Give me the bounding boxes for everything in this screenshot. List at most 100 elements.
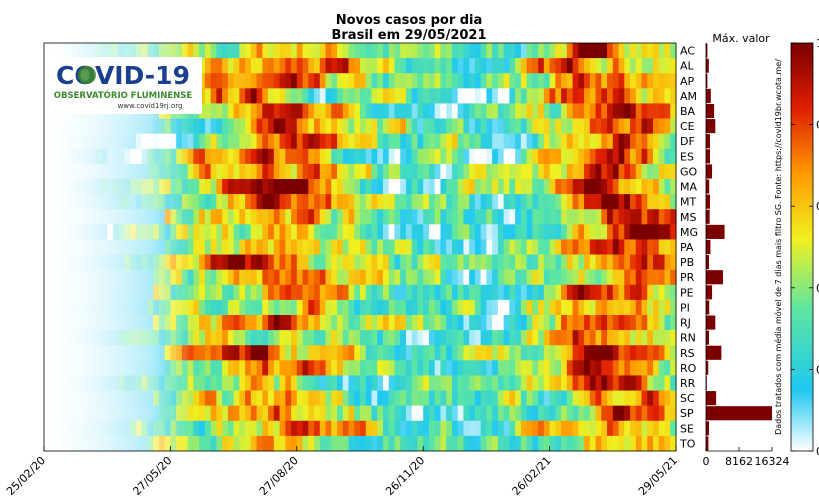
heatmap-cell <box>371 435 378 452</box>
heatmap-cell <box>538 148 545 165</box>
heatmap-cell <box>400 345 407 361</box>
heatmap-cell <box>227 163 235 180</box>
colorbar-tick-label: 1 <box>816 37 819 50</box>
heatmap-cell <box>543 315 551 331</box>
heatmap-cell <box>273 209 281 225</box>
heatmap-cell <box>388 315 396 331</box>
heatmap-cell <box>612 435 620 452</box>
heatmap-cell <box>342 420 350 437</box>
heatmap-cell <box>497 73 505 89</box>
heatmap-cell <box>492 390 499 406</box>
heatmap-cell <box>543 224 551 240</box>
heatmap-cell <box>377 194 384 210</box>
heatmap-cell <box>463 58 470 74</box>
heatmap-cell <box>354 315 361 331</box>
heatmap-cell <box>233 194 240 210</box>
heatmap-cell <box>365 254 373 270</box>
heatmap-cell <box>486 330 493 346</box>
heatmap-cell <box>204 58 212 74</box>
heatmap-cell <box>377 330 384 346</box>
heatmap-cell <box>630 209 637 225</box>
max-bar-ma <box>706 179 710 194</box>
heatmap-cell <box>578 435 585 452</box>
heatmap-cell <box>532 103 539 119</box>
heatmap-cell <box>204 269 212 286</box>
heatmap-cell <box>538 163 545 180</box>
heatmap-cell <box>285 209 292 225</box>
heatmap-cell <box>630 375 637 391</box>
heatmap-cell <box>394 103 401 119</box>
heatmap-cell <box>497 360 505 376</box>
heatmap-cell <box>256 299 263 316</box>
heatmap-cell <box>216 88 223 104</box>
heatmap-cell <box>268 73 275 89</box>
max-bar-sc <box>706 391 717 406</box>
heatmap-cell <box>451 194 459 210</box>
heatmap-cell <box>250 224 258 240</box>
heatmap-cell <box>451 269 459 286</box>
heatmap-cell <box>319 390 327 406</box>
logo-title: COVID-19 <box>56 61 190 90</box>
heatmap-cell <box>400 390 407 406</box>
heatmap-cell <box>624 73 631 89</box>
max-bar-rn <box>706 330 710 345</box>
heatmap-cell <box>549 390 556 406</box>
heatmap-cell <box>451 118 459 134</box>
heatmap-cell <box>216 420 223 437</box>
heatmap-cell <box>325 345 332 361</box>
heatmap-cell <box>405 284 413 301</box>
heatmap-cell <box>515 420 522 437</box>
heatmap-cell <box>342 299 350 316</box>
heatmap-cell <box>262 73 269 89</box>
heatmap-cell <box>291 43 298 59</box>
heatmap-cell <box>474 118 482 134</box>
heatmap-cell <box>486 375 493 391</box>
heatmap-cell <box>503 330 510 346</box>
heatmap-cell <box>342 224 350 240</box>
heatmap-cell <box>227 269 235 286</box>
heatmap-cell <box>474 284 482 301</box>
heatmap-cell <box>612 224 620 240</box>
heatmap-cell <box>250 315 258 331</box>
heatmap-cell <box>630 254 637 270</box>
heatmap-cell <box>325 299 332 316</box>
heatmap-cell <box>354 224 361 240</box>
heatmap-cell <box>377 43 384 59</box>
heatmap-cell <box>204 118 212 134</box>
heatmap-cell <box>526 209 533 225</box>
heatmap-cell <box>193 179 200 195</box>
heatmap-cell <box>227 360 235 376</box>
heatmap-cell <box>635 254 643 270</box>
heatmap-cell <box>440 239 447 255</box>
heatmap-cell <box>434 315 442 331</box>
heatmap-cell <box>348 269 355 286</box>
heatmap-cell <box>572 224 579 240</box>
heatmap-cell <box>664 58 671 74</box>
heatmap-cell <box>256 405 263 422</box>
heatmap-cell <box>210 284 217 301</box>
heatmap-cell <box>314 224 321 240</box>
heatmap-cell <box>319 88 327 104</box>
heatmap-cell <box>601 405 608 422</box>
heatmap-cell <box>446 405 453 422</box>
heatmap-cell <box>337 224 344 240</box>
heatmap-cell <box>480 118 487 134</box>
heatmap-cell <box>394 194 401 210</box>
heatmap-cell <box>578 118 585 134</box>
heatmap-cell <box>394 284 401 301</box>
heatmap-cell <box>239 435 246 452</box>
heatmap-cell <box>342 133 350 150</box>
heatmap-cell <box>222 73 229 89</box>
heatmap-cell <box>325 194 332 210</box>
heatmap-cell <box>480 179 487 195</box>
heatmap-cell <box>486 360 493 376</box>
heatmap-cell <box>417 435 424 452</box>
heatmap-cell <box>480 360 487 376</box>
state-labels: ACALAPAMBACEDFESGOMAMTMSMGPAPBPRPEPIRJRN… <box>679 45 698 451</box>
heatmap-cell <box>446 163 453 180</box>
heatmap-cell <box>555 239 562 255</box>
heatmap-cell <box>360 43 367 59</box>
heatmap-cell <box>624 390 631 406</box>
heatmap-cell <box>291 405 298 422</box>
heatmap-cell <box>337 148 344 165</box>
